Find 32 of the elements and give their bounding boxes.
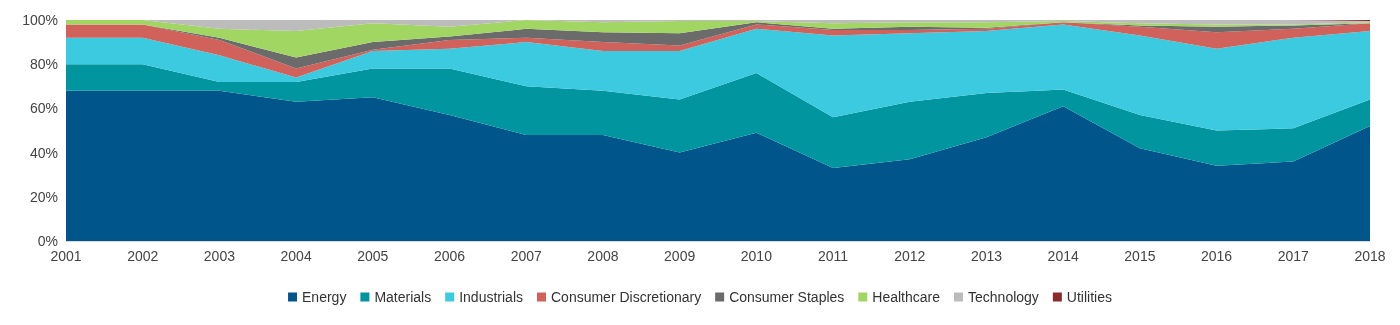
x-tick-label: 2011 [818, 248, 849, 264]
x-tick-label: 2018 [1354, 248, 1386, 264]
legend-label: Energy [302, 289, 347, 305]
x-tick-label: 2016 [1201, 248, 1233, 264]
x-tick-label: 2013 [970, 248, 1003, 264]
x-tick-label: 2010 [740, 248, 773, 264]
x-tick-label: 2001 [50, 248, 82, 264]
x-tick-label: 2004 [280, 248, 312, 264]
x-tick-label: 2015 [1124, 248, 1156, 264]
x-tick-label: 2009 [664, 248, 696, 264]
x-tick-label: 2007 [510, 248, 543, 264]
y-tick-label: 20% [29, 188, 58, 205]
x-tick-label: 2012 [894, 248, 926, 264]
legend-label: Consumer Discretionary [550, 289, 702, 305]
x-tick-label: 2014 [1047, 248, 1079, 264]
y-tick-label: 100% [22, 12, 58, 28]
x-tick-label: 2006 [433, 248, 466, 264]
x-tick-label: 2008 [587, 248, 619, 264]
legend-label: Consumer Staples [729, 289, 845, 305]
x-tick-label: 2003 [203, 248, 236, 264]
y-tick-label: 80% [29, 56, 58, 73]
legend-label: Industrials [459, 289, 523, 305]
legend-label: Healthcare [872, 289, 941, 305]
legend-label: Technology [968, 289, 1039, 305]
x-tick-label: 2002 [127, 248, 159, 264]
x-tick-label: 2005 [357, 248, 389, 264]
y-tick-label: 60% [29, 100, 58, 117]
y-tick-label: 0% [37, 233, 58, 249]
x-tick-label: 2017 [1277, 248, 1310, 264]
y-tick-label: 40% [29, 144, 58, 161]
legend-label: Materials [374, 289, 432, 305]
legend-label: Utilities [1066, 289, 1112, 305]
